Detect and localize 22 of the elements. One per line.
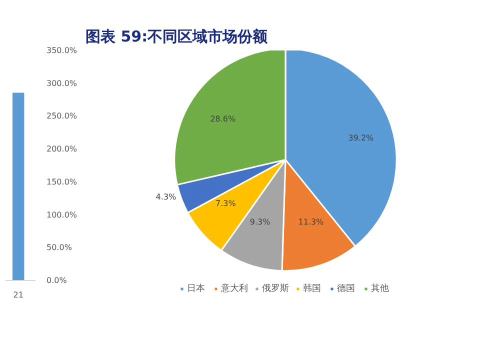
legend-label: 其他 — [371, 282, 390, 295]
y-tick-label: 150.0% — [46, 177, 78, 186]
x-tick-label: 21 — [13, 290, 24, 300]
y-tick-label: 100.0% — [46, 210, 78, 220]
y-tick-label: 0.0% — [46, 276, 68, 285]
data-label: 7.3% — [215, 198, 236, 208]
legend-label: 德国 — [337, 283, 356, 295]
data-label: 9.3% — [250, 217, 271, 226]
legend-label: 意大利 — [221, 282, 248, 295]
legend-label: 俄罗斯 — [262, 282, 289, 295]
legend-label: 韩国 — [303, 282, 322, 295]
y-tick-label: 350.0% — [46, 46, 78, 55]
chart-title: 图表 59:不同区域市场份额 — [86, 28, 269, 46]
y-tick-label: 50.0% — [46, 243, 72, 252]
y-tick-label: 200.0% — [46, 144, 78, 154]
data-label: 28.6% — [210, 114, 236, 124]
data-label: 11.3% — [298, 217, 324, 226]
y-tick-label: 300.0% — [46, 78, 78, 88]
data-label: 39.2% — [348, 133, 374, 142]
data-label: 4.3% — [156, 192, 177, 202]
legend-label: 日本 — [187, 282, 206, 295]
y-tick-label: 250.0% — [46, 112, 78, 121]
